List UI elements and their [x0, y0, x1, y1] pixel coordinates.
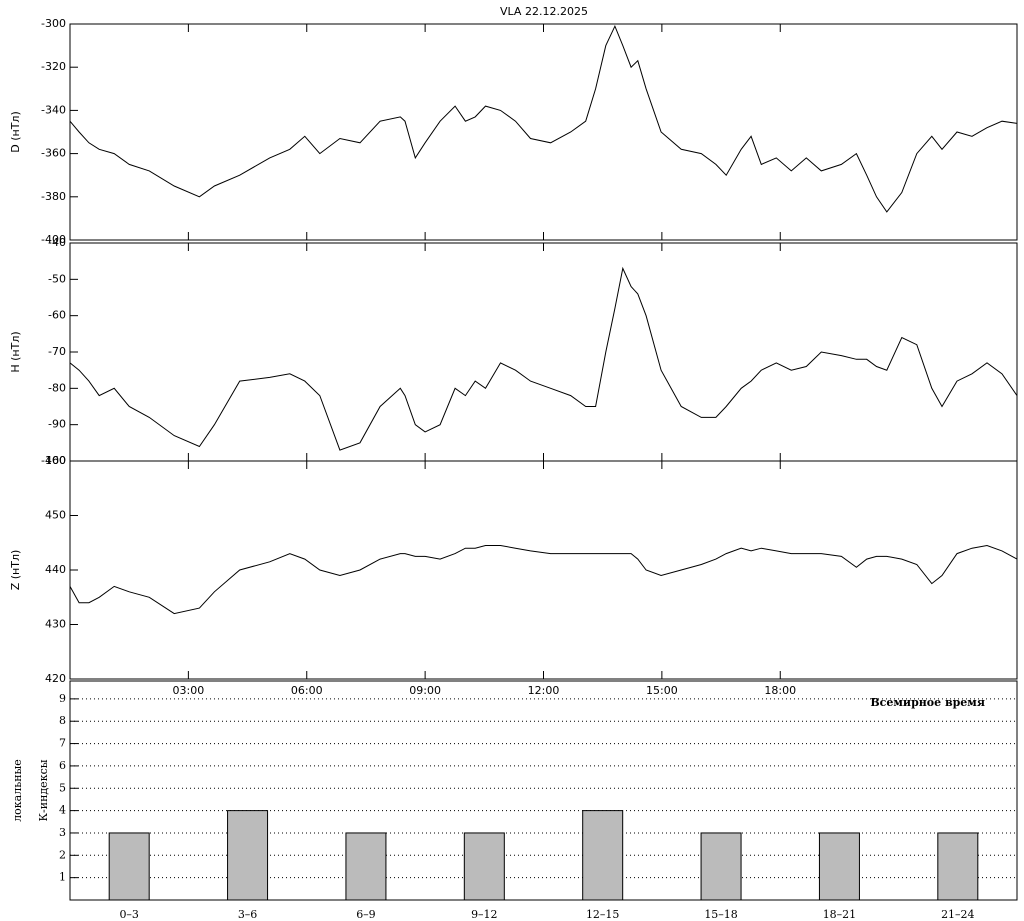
y-axis-label: локальные [11, 759, 24, 822]
bar [937, 832, 979, 901]
bar [818, 832, 860, 901]
x-tick-label: 15–18 [704, 908, 738, 921]
y-tick-label: -380 [41, 190, 66, 203]
x-tick-label: 0–3 [119, 908, 139, 921]
y-tick-label: -70 [48, 345, 66, 358]
y-tick-label: 3 [59, 826, 66, 839]
chart-title: VLA 22.12.2025 [500, 5, 588, 18]
y-tick-label: 430 [45, 618, 66, 631]
plot-frame [69, 460, 1018, 680]
bar [463, 832, 505, 901]
y-tick-label: -360 [41, 147, 66, 160]
y-tick-label: -400 [41, 233, 66, 246]
plot-frame [69, 680, 1018, 901]
y-axis-label: H (нТл) [9, 331, 22, 372]
plot-frame [69, 23, 1018, 241]
y-tick-label: -90 [48, 418, 66, 431]
y-tick-label: 7 [59, 737, 66, 750]
x-tick-label: 12–15 [586, 908, 620, 921]
y-tick-label: 4 [59, 804, 66, 817]
y-tick-label: 5 [59, 781, 66, 794]
x-tick-label: 21–24 [941, 908, 975, 921]
x-tick-label: 18:00 [764, 684, 796, 697]
x-tick-label: 9–12 [471, 908, 498, 921]
y-tick-label: -320 [41, 60, 66, 73]
x-tick-label: 06:00 [291, 684, 323, 697]
y-tick-label: 1 [59, 871, 66, 884]
x-tick-label: 18–21 [823, 908, 857, 921]
y-tick-label: 9 [59, 692, 66, 705]
bar [227, 810, 269, 901]
data-line [69, 24, 1018, 213]
x-tick-label: 6–9 [356, 908, 376, 921]
x-tick-label: 15:00 [646, 684, 678, 697]
y-axis-label: К-индексы [37, 759, 50, 821]
annotation: Всемирное время [870, 696, 985, 709]
y-tick-label: -300 [41, 17, 66, 30]
bar [345, 832, 387, 901]
y-tick-label: 6 [59, 759, 66, 772]
data-line [69, 544, 1018, 615]
y-tick-label: 450 [45, 509, 66, 522]
y-tick-label: -80 [48, 381, 66, 394]
y-tick-label: 8 [59, 714, 66, 727]
y-tick-label: 420 [45, 672, 66, 685]
y-tick-label: 2 [59, 848, 66, 861]
y-tick-label: 440 [45, 563, 66, 576]
y-tick-label: -100 [41, 454, 66, 467]
y-axis-label: Z (нТл) [9, 550, 22, 591]
x-tick-label: 12:00 [528, 684, 560, 697]
bar [582, 810, 624, 901]
x-tick-label: 3–6 [238, 908, 258, 921]
y-tick-label: -340 [41, 103, 66, 116]
y-tick-label: -40 [48, 236, 66, 249]
y-tick-label: 460 [45, 454, 66, 467]
y-tick-label: -60 [48, 309, 66, 322]
x-tick-label: 09:00 [409, 684, 441, 697]
data-line [69, 266, 1018, 451]
y-axis-label: D (нТл) [9, 111, 22, 153]
x-tick-label: 03:00 [173, 684, 205, 697]
bar [108, 832, 150, 901]
bar [700, 832, 742, 901]
y-tick-label: -50 [48, 272, 66, 285]
